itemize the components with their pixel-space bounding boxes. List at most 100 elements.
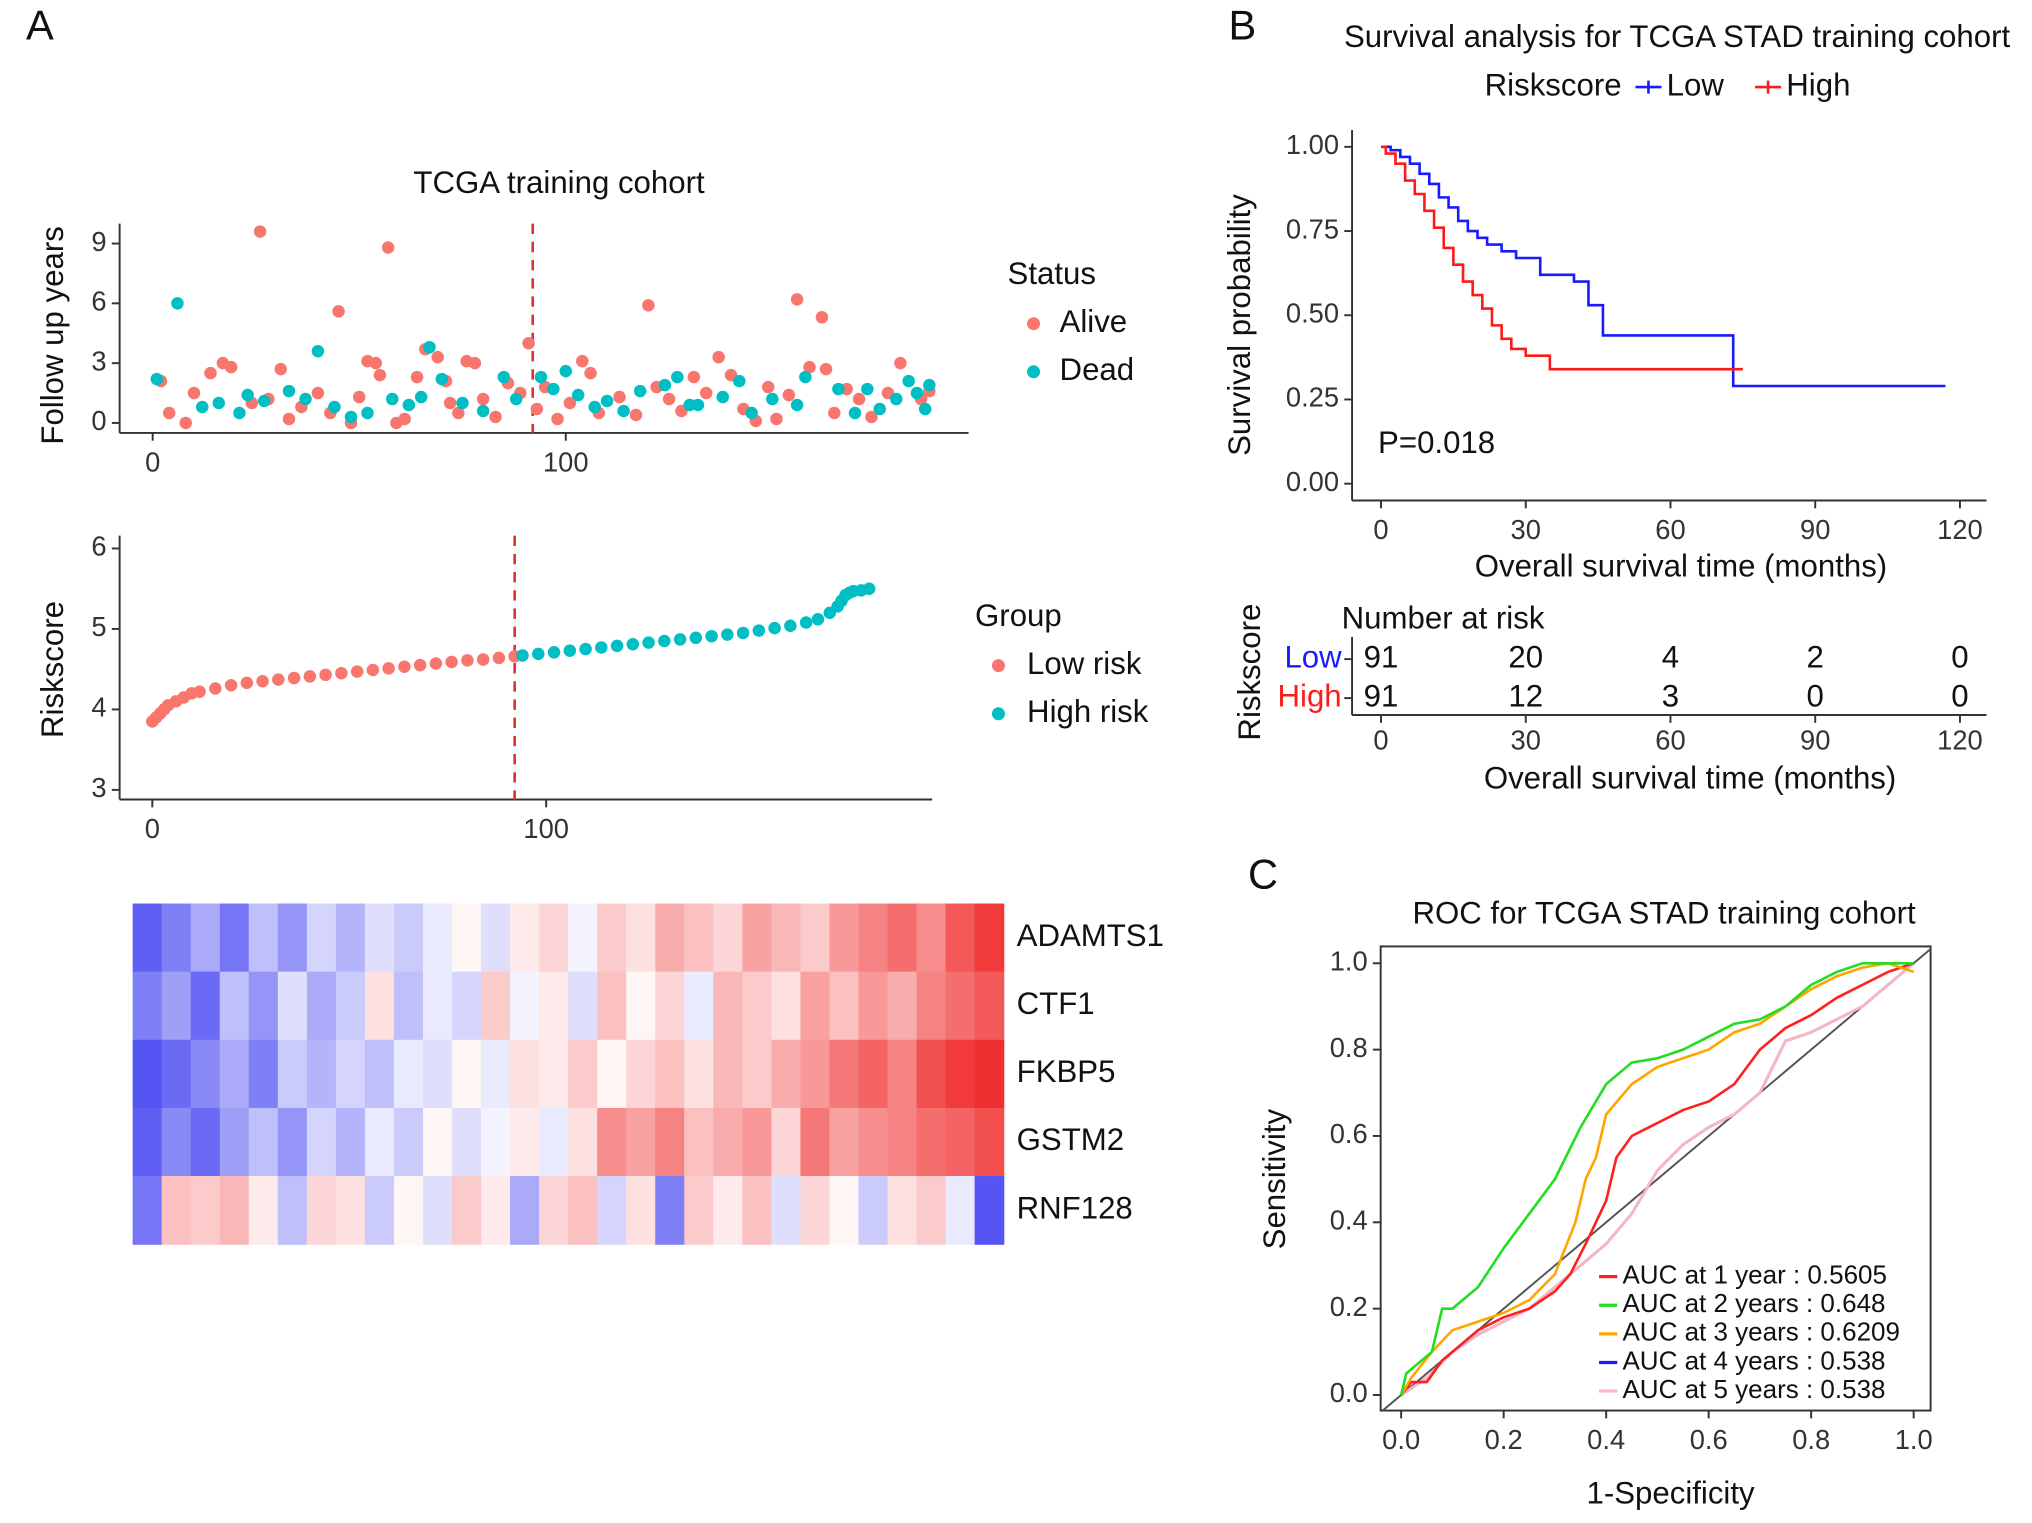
- point: [691, 398, 705, 412]
- point: [799, 616, 813, 629]
- point: [381, 241, 395, 254]
- point: [256, 675, 269, 688]
- y-tick-label: 6: [91, 531, 106, 562]
- heat-cell: [510, 971, 540, 1041]
- heat-cell: [481, 1176, 511, 1245]
- y-axis-label: Riskscore: [1232, 604, 1267, 741]
- point: [366, 663, 380, 677]
- point: [456, 396, 469, 410]
- x-tick-label: 0.4: [1587, 1424, 1625, 1455]
- point: [721, 628, 734, 641]
- point: [861, 382, 874, 396]
- heat-cell: [161, 903, 192, 973]
- point: [489, 410, 502, 424]
- point: [303, 670, 317, 683]
- roc-curve: [1400, 962, 1915, 1397]
- heat-cell: [277, 971, 308, 1041]
- point: [253, 225, 267, 238]
- x-tick-label: 100: [543, 446, 589, 477]
- heat-cell: [539, 1107, 569, 1177]
- risk-count: 2: [1807, 639, 1824, 674]
- point: [784, 619, 797, 632]
- x-tick-label: 30: [1511, 514, 1541, 545]
- heat-cell: [655, 903, 685, 973]
- legend-label: AUC at 3 years : 0.6209: [1622, 1317, 1899, 1347]
- heat-cell: [626, 903, 656, 973]
- heat-cell: [945, 903, 976, 973]
- chart-title: Survival analysis for TCGA STAD training…: [1344, 19, 2010, 54]
- legend-label: High risk: [1027, 694, 1149, 729]
- heat-cell: [684, 1039, 714, 1109]
- point: [790, 293, 804, 306]
- point: [241, 388, 254, 402]
- point: [299, 392, 312, 406]
- heat-cell: [684, 1107, 714, 1177]
- heat-cell: [626, 1107, 656, 1177]
- point: [209, 682, 222, 695]
- heat-cell: [568, 903, 598, 973]
- heat-cell: [626, 1176, 656, 1245]
- heat-cell: [742, 903, 773, 973]
- x-tick-label: 0: [145, 446, 160, 477]
- x-axis-label: Overall survival time (months): [1475, 548, 1887, 583]
- heat-cell: [364, 1039, 395, 1109]
- risk-count: 0: [1951, 678, 1968, 713]
- x-tick-label: 0.8: [1792, 1424, 1830, 1455]
- point: [551, 412, 564, 426]
- heat-cell: [132, 903, 163, 973]
- y-axis-label: Survival probability: [1222, 194, 1257, 456]
- point: [766, 392, 779, 406]
- point: [282, 384, 296, 398]
- heat-cell: [945, 1176, 976, 1245]
- risk-count: 20: [1508, 639, 1543, 674]
- point: [610, 639, 624, 653]
- risk-count: 4: [1662, 639, 1679, 674]
- heat-cell: [597, 1176, 627, 1245]
- y-tick-label: 0.00: [1286, 466, 1339, 497]
- point: [902, 374, 915, 388]
- heat-cell: [219, 1107, 250, 1177]
- point: [171, 297, 184, 310]
- risk-count: 3: [1662, 678, 1679, 713]
- point: [328, 400, 341, 414]
- point: [461, 654, 474, 667]
- point: [547, 382, 560, 396]
- annotation: P=0.018: [1378, 425, 1495, 460]
- heat-cell: [248, 1107, 279, 1177]
- y-tick-label: 5: [91, 611, 106, 642]
- heat-cell: [422, 903, 453, 973]
- heat-cell: [887, 1176, 918, 1245]
- heat-cell: [393, 1039, 424, 1109]
- point: [319, 668, 332, 682]
- point: [873, 402, 886, 416]
- heat-cell: [771, 1039, 802, 1109]
- x-axis-label: Overall survival time (months): [1484, 760, 1896, 795]
- heat-cell: [422, 1039, 453, 1109]
- point: [617, 404, 630, 418]
- heat-cell: [451, 1107, 482, 1177]
- heat-cell: [422, 1107, 453, 1177]
- heat-cell: [190, 971, 221, 1041]
- heat-cell: [887, 971, 918, 1041]
- point: [445, 655, 458, 669]
- heat-cell: [800, 1176, 831, 1245]
- point: [790, 398, 804, 412]
- heat-cell: [335, 1107, 366, 1177]
- point: [819, 362, 833, 376]
- point: [579, 642, 592, 656]
- y-tick-label: 0.4: [1330, 1205, 1368, 1236]
- heat-cell: [335, 971, 366, 1041]
- heat-cell: [974, 903, 1005, 973]
- heat-cell: [539, 1039, 569, 1109]
- heat-cell: [393, 903, 424, 973]
- heat-cell: [974, 971, 1005, 1041]
- point: [352, 390, 366, 404]
- heat-cell: [248, 1039, 279, 1109]
- heat-cell: [161, 1039, 192, 1109]
- heat-cell: [451, 1176, 482, 1245]
- heat-cell: [887, 903, 918, 973]
- legend-label: Alive: [1060, 304, 1128, 339]
- heat-cell: [597, 1107, 627, 1177]
- y-tick-label: 3: [91, 772, 106, 803]
- heat-cell: [335, 903, 366, 973]
